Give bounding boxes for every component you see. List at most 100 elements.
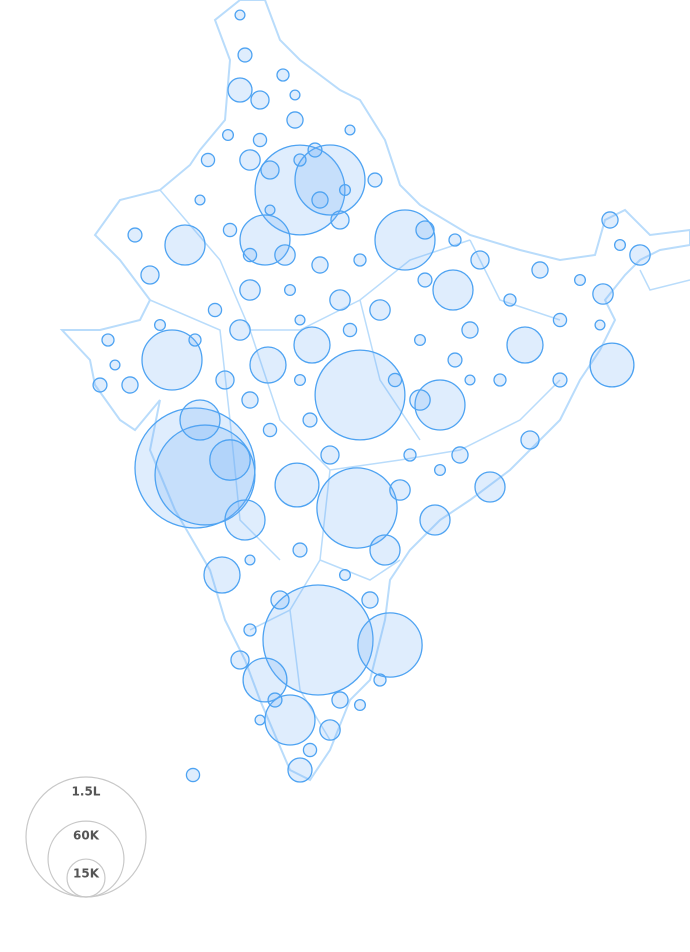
district-bubble bbox=[369, 299, 391, 321]
district-bubble bbox=[573, 273, 587, 287]
district-bubble bbox=[242, 247, 258, 263]
district-bubble bbox=[154, 424, 256, 526]
country-outline bbox=[59, 0, 690, 782]
district-bubble bbox=[293, 373, 307, 387]
district-bubble bbox=[109, 359, 121, 371]
district-bubble bbox=[262, 584, 374, 696]
district-bubble bbox=[629, 244, 651, 266]
district-bubble bbox=[227, 77, 253, 103]
district-bubble bbox=[203, 556, 241, 594]
district-bubble bbox=[461, 321, 479, 339]
district-bubble bbox=[200, 152, 216, 168]
district-bubble bbox=[307, 142, 323, 158]
legend-label: 15K bbox=[73, 867, 100, 881]
district-bubble bbox=[389, 479, 411, 501]
district-bubble bbox=[433, 463, 447, 477]
district-bubble bbox=[286, 111, 304, 129]
district-bubble bbox=[194, 194, 206, 206]
district-bubble bbox=[229, 319, 251, 341]
district-bubble bbox=[274, 462, 320, 508]
legend: 1.5L 60K 15K bbox=[25, 776, 147, 898]
district-bubble bbox=[314, 349, 406, 441]
district-bubble bbox=[222, 222, 238, 238]
district-bubble bbox=[338, 183, 352, 197]
district-bubble bbox=[237, 47, 253, 63]
legend-label: 60K bbox=[73, 829, 100, 843]
district-bubble bbox=[249, 346, 287, 384]
district-bubble bbox=[101, 333, 115, 347]
district-bubble bbox=[520, 430, 540, 450]
district-bubble bbox=[207, 302, 223, 318]
district-bubble bbox=[121, 376, 139, 394]
district-bubble bbox=[367, 172, 383, 188]
district-bubble bbox=[311, 256, 329, 274]
district-bubble bbox=[344, 124, 356, 136]
district-bubble bbox=[353, 253, 367, 267]
district-bubble bbox=[188, 333, 202, 347]
district-bubble bbox=[331, 691, 349, 709]
district-bubble bbox=[342, 322, 358, 338]
district-bubble bbox=[432, 269, 474, 311]
district-bubble bbox=[283, 283, 297, 297]
district-bubble bbox=[447, 352, 463, 368]
district-bubble bbox=[294, 314, 306, 326]
district-bubble bbox=[234, 9, 246, 21]
district-bubble bbox=[250, 90, 270, 110]
district-bubble bbox=[413, 333, 427, 347]
district-bubble bbox=[316, 467, 398, 549]
district-bubble bbox=[293, 153, 307, 167]
district-bubble bbox=[153, 318, 167, 332]
district-bubble bbox=[409, 389, 431, 411]
district-bubble bbox=[448, 233, 462, 247]
state-boundaries bbox=[149, 189, 690, 741]
district-bubble bbox=[140, 265, 160, 285]
district-bubble bbox=[270, 590, 290, 610]
district-bubble bbox=[243, 623, 257, 637]
district-bubble bbox=[241, 391, 259, 409]
district-bubble bbox=[254, 714, 266, 726]
district-bubble bbox=[506, 326, 544, 364]
district-bubble bbox=[274, 244, 296, 266]
district-bubble bbox=[252, 132, 268, 148]
district-bubble bbox=[92, 377, 108, 393]
district-bubble bbox=[267, 692, 283, 708]
district-bubble bbox=[127, 227, 143, 243]
district-bubble bbox=[164, 224, 206, 266]
district-bubble bbox=[302, 742, 318, 758]
district-bubble bbox=[451, 446, 469, 464]
district-bubble bbox=[287, 757, 313, 783]
district-bubble bbox=[239, 149, 261, 171]
district-bubble bbox=[531, 261, 549, 279]
district-bubble bbox=[302, 412, 318, 428]
district-bubble bbox=[179, 399, 221, 441]
district-bubble bbox=[470, 250, 490, 270]
district-bubble bbox=[215, 370, 235, 390]
district-bubble bbox=[311, 191, 329, 209]
district-bubble bbox=[419, 504, 451, 536]
district-bubble bbox=[415, 220, 435, 240]
legend-circle bbox=[66, 858, 106, 898]
district-bubble bbox=[357, 612, 423, 678]
district-bubble bbox=[264, 204, 276, 216]
district-bubble bbox=[185, 767, 201, 783]
district-bubble bbox=[464, 374, 476, 386]
district-bubble bbox=[353, 698, 367, 712]
district-bubble bbox=[141, 329, 203, 391]
district-bubble bbox=[493, 373, 507, 387]
district-bubble bbox=[374, 209, 436, 271]
district-bubble bbox=[330, 210, 350, 230]
boundaries bbox=[59, 0, 690, 782]
district-bubble bbox=[403, 448, 417, 462]
district-bubble bbox=[503, 293, 517, 307]
district-bubble bbox=[294, 144, 366, 216]
district-bubble bbox=[552, 372, 568, 388]
district-bubble bbox=[276, 68, 290, 82]
bubbles bbox=[92, 9, 651, 783]
district-bubble bbox=[474, 471, 506, 503]
district-bubble bbox=[552, 312, 568, 328]
district-bubble bbox=[613, 238, 627, 252]
district-bubble bbox=[221, 128, 235, 142]
district-bubble bbox=[224, 499, 266, 541]
district-bubble bbox=[289, 89, 301, 101]
